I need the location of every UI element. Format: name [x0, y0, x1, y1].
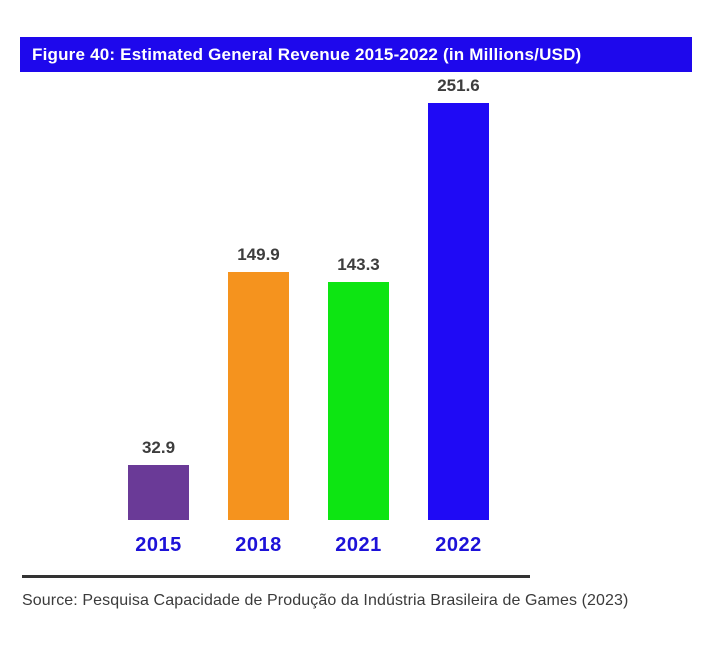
- bar-value-label-2021: 143.3: [337, 255, 380, 274]
- x-axis-label-2015: 2015: [135, 534, 182, 556]
- bar-group-2015: 32.9 2015: [128, 438, 189, 558]
- x-axis-label-2021: 2021: [335, 534, 382, 556]
- bar-2022: [428, 103, 489, 520]
- bar-value-label-2018: 149.9: [237, 245, 280, 264]
- bar-group-2021: 143.3 2021: [328, 255, 389, 558]
- x-axis-label-2018: 2018: [235, 534, 282, 556]
- x-axis-label-2022: 2022: [435, 534, 482, 556]
- bar-2021: [328, 282, 389, 520]
- bar-chart: 32.9 2015 149.9 2018 143.3 2021 251.6 20…: [128, 76, 489, 558]
- bar-group-2018: 149.9 2018: [228, 245, 289, 558]
- source-text: Source: Pesquisa Capacidade de Produção …: [22, 592, 629, 609]
- bar-2018: [228, 272, 289, 520]
- bar-value-label-2015: 32.9: [141, 438, 176, 457]
- bar-2015: [128, 465, 189, 520]
- bar-group-2022: 251.6 2022: [428, 76, 489, 558]
- chart-title-bar: Figure 40: Estimated General Revenue 201…: [20, 37, 692, 72]
- divider-line: [22, 575, 530, 578]
- bar-value-label-2022: 251.6: [437, 76, 480, 95]
- chart-title: Figure 40: Estimated General Revenue 201…: [32, 44, 582, 64]
